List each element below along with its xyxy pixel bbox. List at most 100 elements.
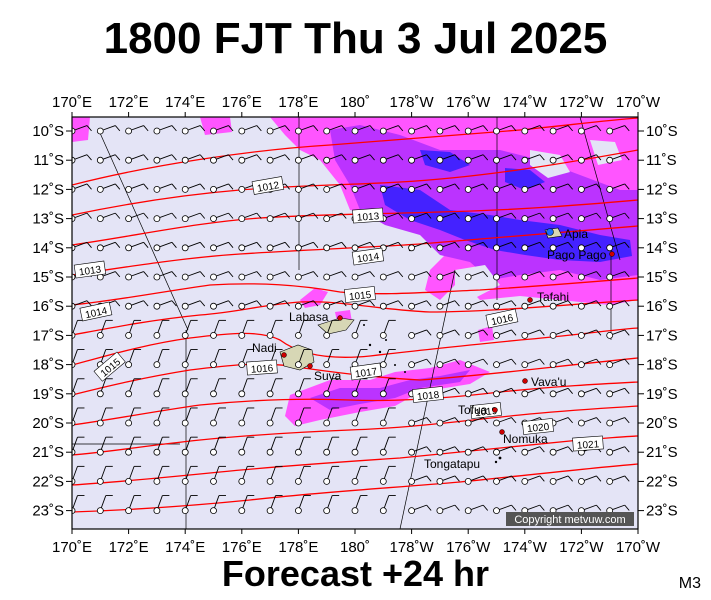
wind-barb	[464, 125, 489, 135]
wind-barb	[294, 241, 319, 252]
wind-barb	[210, 125, 234, 135]
wind-barb	[493, 300, 517, 310]
wind-barb	[181, 183, 206, 193]
wind-barb	[578, 329, 602, 339]
axis-ticks: 170˚E 170˚E 172˚E 172˚E 174˚E 174˚E 176˚E 176˚E…	[32, 94, 677, 556]
wind-barb	[606, 417, 630, 427]
rain-area	[200, 117, 232, 135]
wind-barb	[436, 504, 460, 515]
wind-barb	[294, 349, 311, 369]
wind-barb	[238, 407, 255, 427]
wind-barb	[323, 349, 340, 369]
lat-tick-label: 16˚S	[32, 298, 64, 315]
wind-barb	[294, 495, 311, 515]
wind-barb	[72, 212, 92, 222]
lon-tick-label: 170˚E	[52, 94, 92, 111]
wind-barb	[153, 125, 177, 135]
wind-barb	[125, 319, 142, 339]
wind-barb	[379, 495, 396, 515]
wind-barb	[294, 125, 319, 135]
wind-barb	[493, 125, 517, 135]
wind-barb	[72, 125, 92, 135]
wind-barb	[266, 319, 283, 339]
place-label: Suva	[314, 369, 342, 383]
wind-barb	[606, 241, 630, 252]
wind-barb	[408, 475, 432, 485]
wind-barb	[379, 300, 404, 310]
lat-tick-label: 11˚S	[646, 152, 677, 169]
wind-barb	[266, 300, 290, 310]
wind-barb	[238, 349, 255, 369]
lat-tick-label: 12˚S	[646, 181, 678, 198]
lat-tick-label: 17˚S	[646, 327, 678, 344]
lon-tick-label: 170˚W	[616, 539, 661, 556]
wind-barb	[408, 504, 432, 515]
wind-barb	[153, 319, 170, 339]
wind-barb	[72, 495, 85, 514]
isobar-label: 1021	[577, 439, 600, 452]
wind-barb	[379, 349, 396, 369]
isobar-label: 1016	[251, 363, 274, 376]
lat-tick-label: 20˚S	[32, 415, 64, 432]
wind-barb	[351, 300, 375, 310]
wind-barb	[408, 417, 432, 427]
wind-barb	[294, 300, 319, 310]
wind-barb	[210, 465, 226, 485]
place-marker	[609, 251, 615, 257]
wind-barb	[323, 125, 347, 135]
wind-barb	[379, 125, 404, 135]
wind-barb	[153, 436, 170, 456]
wind-barb	[493, 417, 517, 427]
wind-barb	[351, 465, 368, 485]
wind-barb	[238, 319, 255, 339]
wind-barb	[125, 183, 149, 193]
lon-tick-label: 170˚E	[52, 539, 92, 556]
wind-barb	[351, 271, 375, 281]
wind-barb	[408, 241, 432, 252]
wind-barb	[72, 465, 85, 485]
wind-barb	[521, 183, 545, 193]
wind-barb	[125, 349, 142, 369]
wind-barb	[606, 300, 630, 310]
lon-tick-label: 172˚W	[559, 539, 604, 556]
wind-barb	[96, 212, 121, 223]
wind-barb	[521, 271, 545, 281]
wind-barb	[436, 183, 460, 193]
wind-barb	[238, 154, 262, 164]
wind-barb	[266, 154, 290, 164]
lon-tick-label: 172˚E	[109, 94, 149, 111]
wind-barb	[210, 349, 226, 369]
isobar-label: 1015	[349, 290, 373, 303]
wind-barb	[578, 271, 602, 281]
wind-barb	[549, 271, 573, 281]
wind-barb	[436, 417, 460, 427]
lon-tick-label: 172˚W	[559, 94, 604, 111]
wind-barb	[96, 183, 121, 193]
wind-barb	[436, 154, 460, 164]
wind-barb	[351, 495, 368, 515]
wind-barb	[379, 183, 404, 193]
wind-barb	[238, 436, 255, 456]
lon-tick-label: 180˚	[340, 94, 370, 111]
wind-barb	[493, 504, 517, 515]
place-label: Tafahi	[537, 290, 569, 304]
isobar-label: 1014	[356, 251, 380, 265]
wind-barb	[606, 271, 630, 281]
wind-barb	[408, 183, 432, 193]
lon-tick-label: 174˚W	[503, 94, 548, 111]
wind-barb	[294, 436, 311, 456]
wind-barb	[606, 125, 630, 135]
isobar-label: 1012	[256, 180, 280, 195]
wind-barb	[323, 319, 340, 339]
wind-barb	[210, 212, 234, 223]
wind-barb	[578, 212, 602, 223]
lat-tick-label: 14˚S	[646, 240, 678, 257]
wind-barb	[521, 241, 545, 252]
wind-barb	[606, 329, 630, 339]
wind-barb	[578, 417, 602, 427]
isobar-labels: 1012 1013 1014 1015 1016 1017 1018 1019 …	[73, 176, 604, 452]
wind-barb	[96, 495, 113, 515]
place-marker	[546, 228, 554, 236]
wind-barb	[549, 241, 573, 252]
wind-barb	[351, 436, 368, 456]
